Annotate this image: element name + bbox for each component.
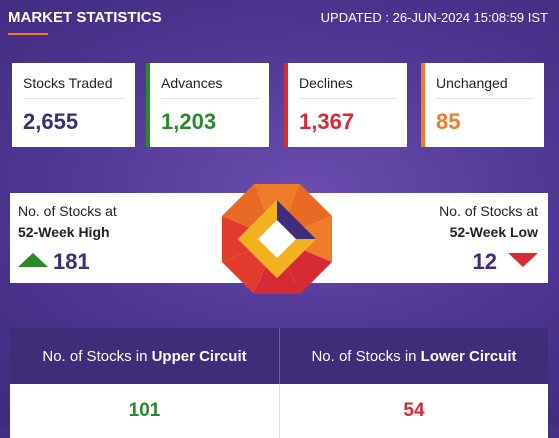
circuit-table: No. of Stocks in Upper Circuit No. of St…: [10, 328, 548, 438]
lower-circuit-value[interactable]: 54: [279, 384, 548, 438]
title-underline: [8, 33, 48, 35]
upper-circuit-bold: Upper Circuit: [151, 347, 247, 365]
week52-high-label: No. of Stocks at: [18, 203, 117, 219]
week52-high-value[interactable]: 181: [53, 249, 90, 274]
divider: [299, 98, 397, 99]
card-declines[interactable]: Declines 1,367: [284, 63, 407, 147]
upper-circuit-value[interactable]: 101: [10, 384, 279, 438]
triangle-down-icon: [508, 253, 538, 267]
lower-circuit-prefix: No. of Stocks in: [311, 347, 421, 365]
card-value: 1,367: [299, 109, 355, 134]
triangle-up-icon: [18, 253, 48, 267]
divider: [436, 98, 534, 99]
card-value: 85: [436, 109, 461, 134]
nse-logo: [222, 184, 332, 294]
week52-low-label: No. of Stocks at: [439, 203, 538, 219]
lower-circuit-header[interactable]: No. of Stocks in Lower Circuit: [279, 328, 548, 384]
card-label: Stocks Traded: [23, 75, 113, 91]
divider: [161, 98, 259, 99]
updated-timestamp: UPDATED : 26-JUN-2024 15:08:59 IST: [320, 10, 548, 25]
week52-low-value[interactable]: 12: [472, 249, 497, 274]
card-value: 1,203: [161, 109, 217, 134]
week52-high-title[interactable]: 52-Week High: [18, 224, 110, 240]
page-title: MARKET STATISTICS: [8, 9, 162, 26]
lower-circuit-bold: Lower Circuit: [420, 347, 517, 365]
week52-low-title[interactable]: 52-Week Low: [449, 224, 538, 240]
card-label: Advances: [161, 75, 223, 91]
divider: [23, 98, 125, 99]
card-unchanged[interactable]: Unchanged 85: [421, 63, 544, 147]
upper-circuit-header[interactable]: No. of Stocks in Upper Circuit: [10, 328, 279, 384]
upper-circuit-prefix: No. of Stocks in: [42, 347, 152, 365]
card-value: 2,655: [23, 109, 79, 134]
card-label: Declines: [299, 75, 353, 91]
card-stocks-traded[interactable]: Stocks Traded 2,655: [12, 63, 135, 147]
card-label: Unchanged: [436, 75, 508, 91]
card-advances[interactable]: Advances 1,203: [146, 63, 269, 147]
